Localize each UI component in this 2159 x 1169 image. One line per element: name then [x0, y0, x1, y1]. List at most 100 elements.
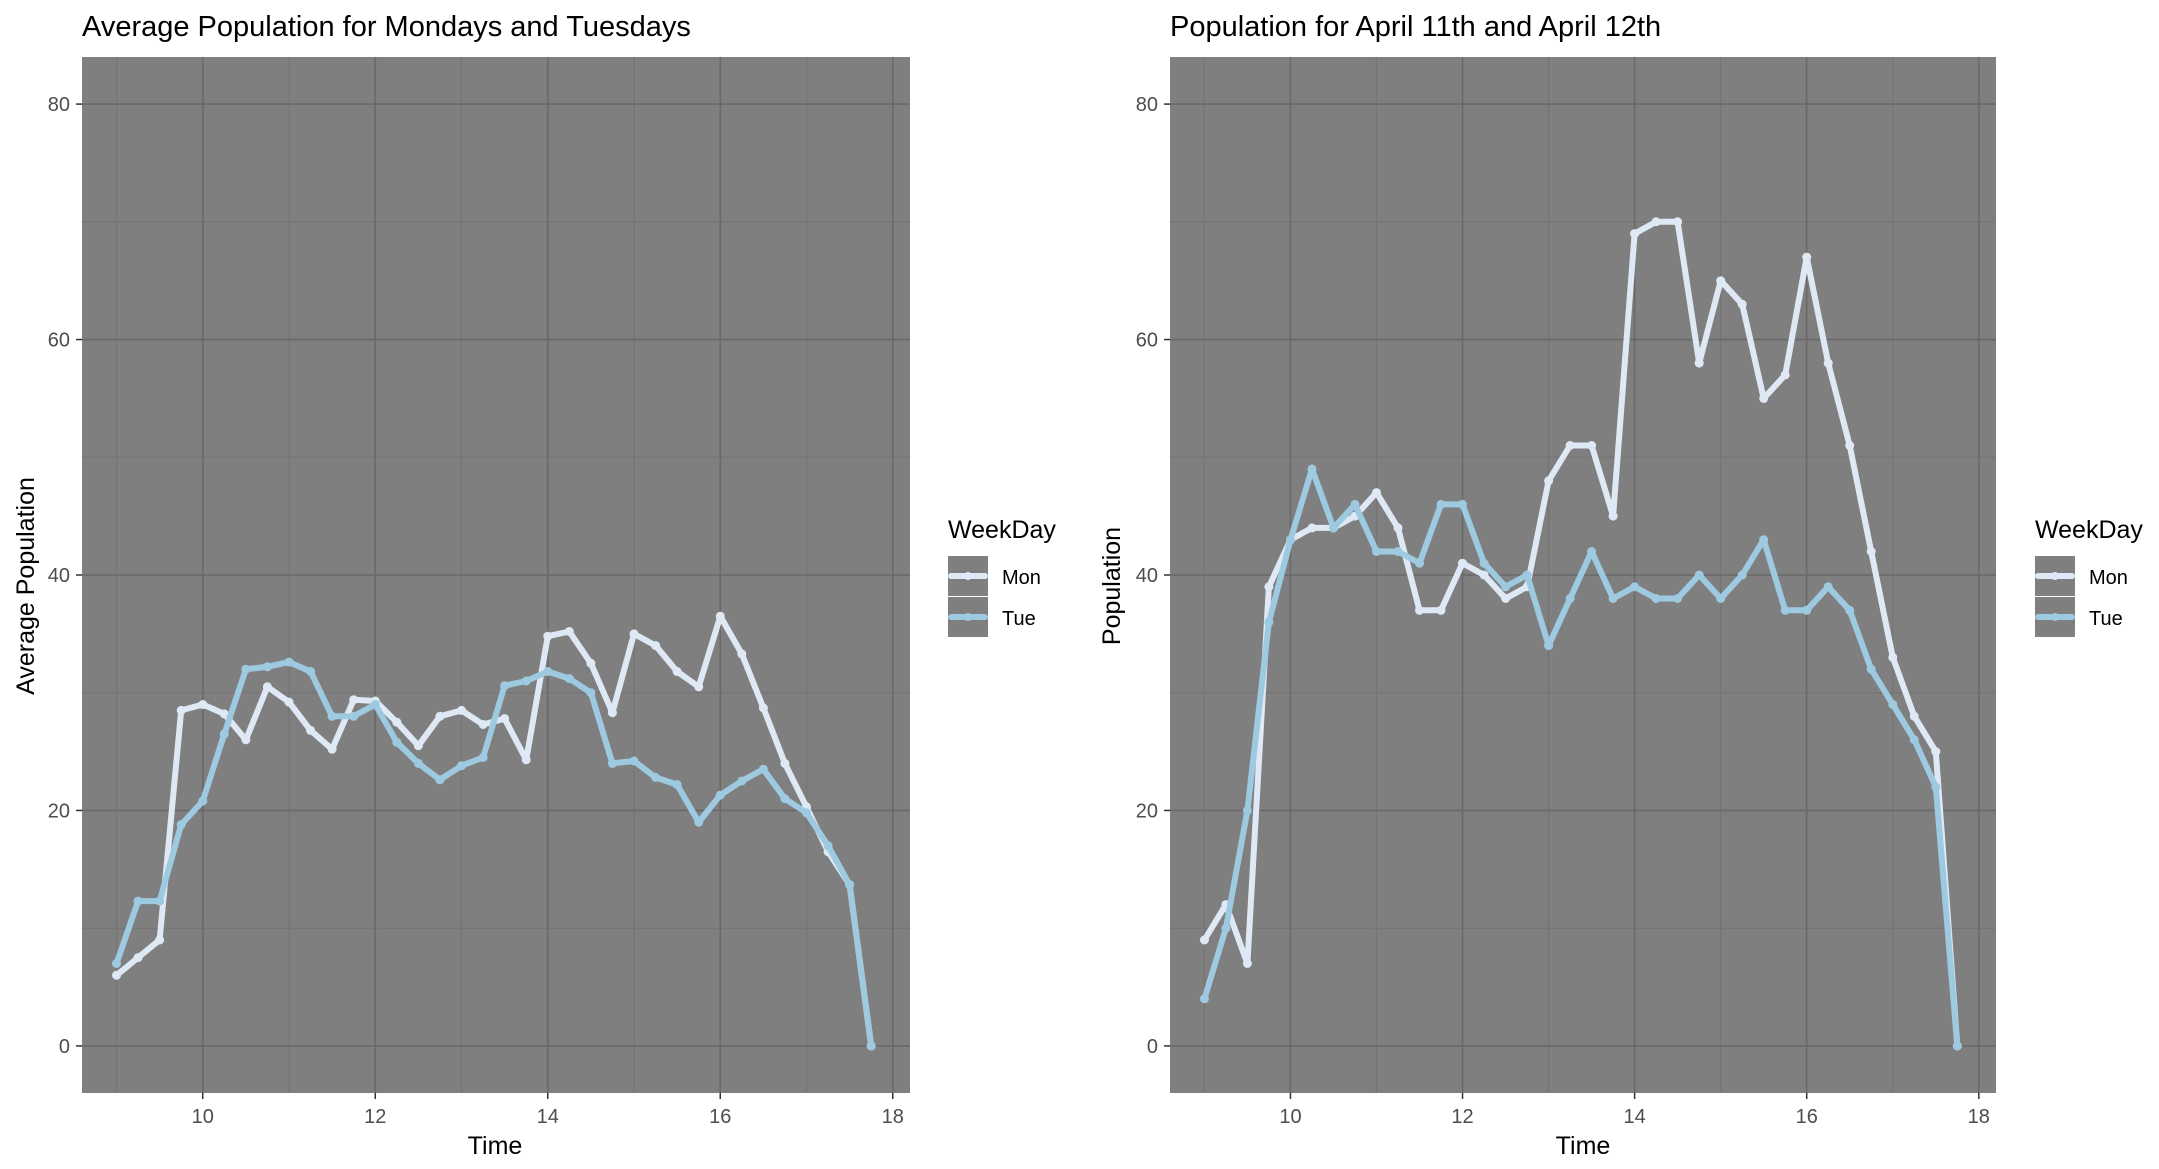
data-point-mon: [176, 705, 186, 715]
x-tick-labels: 10 12 14 16 18: [1279, 1093, 1990, 1128]
legend-title: WeekDay: [948, 516, 1056, 544]
data-point-mon: [1651, 217, 1661, 227]
data-point-tue: [1630, 582, 1640, 592]
legend-point-mon: [2051, 572, 2059, 580]
data-point-mon: [1737, 299, 1747, 309]
data-point-tue: [1565, 594, 1575, 603]
x-tick-label: 14: [1624, 1106, 1646, 1128]
data-point-tue: [1522, 570, 1532, 580]
data-point-mon: [1780, 370, 1790, 380]
y-tick-labels: 0 20 40 60 80: [1136, 94, 1170, 1058]
x-tick-label: 12: [1451, 1106, 1473, 1128]
data-point-tue: [1286, 535, 1295, 545]
data-point-mon: [1544, 476, 1554, 486]
data-point-tue: [1823, 582, 1833, 592]
data-point-tue: [543, 667, 553, 676]
data-point-tue: [1501, 582, 1511, 592]
y-tick-label: 0: [1147, 1036, 1158, 1058]
y-tick-label: 20: [1136, 800, 1158, 822]
data-point-mon: [1565, 441, 1575, 450]
data-point-mon: [284, 697, 294, 707]
series-line-tue: [1201, 466, 1961, 1049]
x-tick-label: 18: [882, 1106, 904, 1128]
data-point-tue: [500, 681, 510, 691]
x-tick-label: 16: [709, 1106, 731, 1128]
x-axis-label: Time: [468, 1132, 523, 1160]
data-point-mon: [1199, 935, 1209, 945]
data-point-tue: [780, 794, 790, 804]
data-point-tue: [284, 657, 294, 667]
data-point-tue: [1651, 594, 1661, 603]
y-tick-label: 60: [1136, 330, 1158, 352]
legend: WeekDay Mon Tue: [2035, 516, 2143, 637]
y-axis-label: Average Population: [12, 477, 40, 695]
data-point-tue: [586, 688, 596, 698]
data-point-tue: [1479, 558, 1489, 568]
data-point-mon: [241, 735, 251, 745]
data-point-mon: [435, 711, 445, 721]
data-point-mon: [262, 682, 272, 692]
data-point-mon: [1393, 523, 1403, 533]
data-point-tue: [392, 737, 402, 747]
x-tick-labels: 10 12 14 16 18: [192, 1093, 904, 1128]
data-point-tue: [651, 773, 661, 782]
legend: WeekDay Mon Tue: [948, 516, 1056, 637]
data-point-tue: [672, 780, 682, 790]
chart-april-11-12: Population for April 11th and April 12th…: [1098, 11, 2143, 1160]
data-point-tue: [306, 667, 316, 676]
legend-label-mon: Mon: [1002, 567, 1041, 589]
data-point-tue: [1372, 547, 1381, 556]
data-point-tue: [1888, 700, 1898, 709]
y-tick-label: 40: [48, 565, 70, 587]
data-point-tue: [370, 700, 380, 709]
data-point-mon: [1458, 558, 1467, 568]
data-point-mon: [1436, 605, 1446, 615]
data-point-mon: [758, 703, 768, 713]
data-point-mon: [155, 935, 165, 945]
data-point-mon: [327, 744, 337, 754]
data-point-tue: [1931, 782, 1941, 792]
data-point-tue: [1307, 464, 1317, 474]
y-tick-label: 0: [59, 1036, 70, 1058]
data-point-mon: [737, 649, 747, 659]
data-point-mon: [1909, 711, 1919, 721]
data-point-mon: [1866, 547, 1876, 556]
series-lines: [112, 611, 876, 1051]
data-point-mon: [651, 641, 661, 651]
data-point-tue: [112, 959, 121, 968]
data-point-tue: [262, 662, 272, 672]
data-point-tue: [607, 758, 617, 768]
data-point-mon: [780, 758, 790, 768]
data-point-tue: [1759, 535, 1769, 545]
data-point-mon: [349, 695, 359, 705]
data-point-mon: [1759, 393, 1769, 403]
data-point-mon: [133, 953, 143, 963]
data-point-tue: [1329, 523, 1338, 533]
x-tick-label: 12: [364, 1106, 386, 1128]
chart-title: Population for April 11th and April 12th: [1170, 11, 1661, 43]
data-point-mon: [543, 631, 553, 641]
data-point-mon: [478, 720, 488, 729]
data-point-tue: [802, 808, 811, 818]
y-axis-label: Population: [1098, 527, 1126, 645]
data-point-mon: [413, 741, 423, 751]
data-point-tue: [1866, 664, 1876, 674]
data-point-tue: [1458, 499, 1467, 509]
data-point-tue: [1436, 499, 1446, 509]
data-point-mon: [1673, 217, 1683, 227]
data-point-tue: [198, 796, 208, 806]
data-point-mon: [1888, 652, 1898, 662]
data-point-tue: [1845, 605, 1855, 615]
x-tick-label: 14: [537, 1106, 559, 1128]
data-point-tue: [1221, 923, 1231, 933]
data-point-mon: [1307, 523, 1317, 533]
data-point-mon: [672, 667, 682, 676]
data-point-tue: [176, 820, 186, 830]
data-point-mon: [219, 709, 229, 719]
data-point-tue: [694, 817, 704, 827]
y-tick-label: 40: [1136, 565, 1158, 587]
data-point-tue: [564, 674, 574, 684]
data-point-tue: [327, 711, 337, 721]
